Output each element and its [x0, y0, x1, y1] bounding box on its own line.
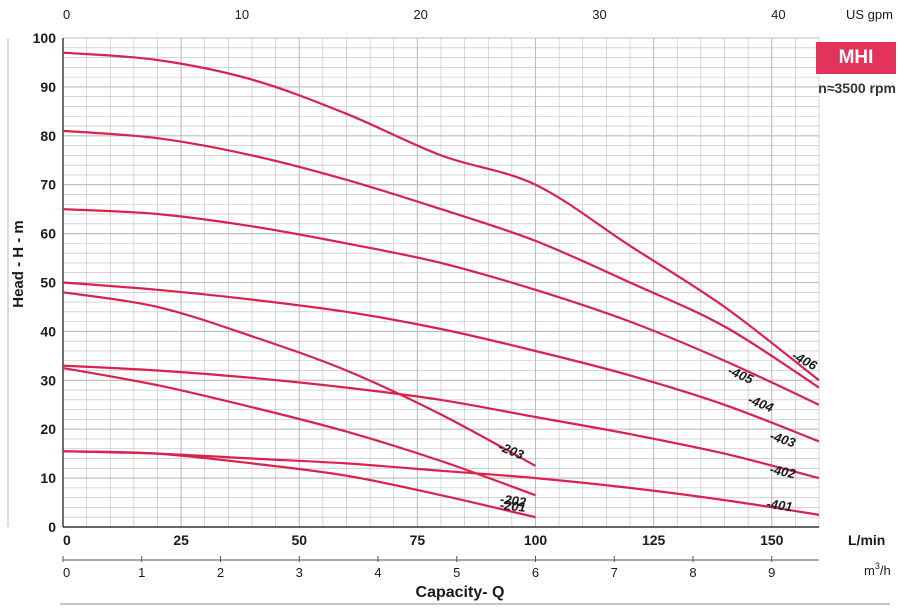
x-axis-unit: L/min	[848, 532, 885, 548]
speed-label: n≈3500 rpm	[818, 80, 896, 96]
curves	[62, 51, 820, 519]
curve-label-401: -401	[766, 496, 794, 514]
top-axis-unit: US gpm	[846, 7, 893, 22]
m3h-tick-label: 0	[63, 565, 70, 580]
m3h-axis-unit: m3/h	[864, 561, 891, 578]
y-tick-label: 50	[40, 275, 56, 291]
x-tick-label: 0	[63, 532, 71, 548]
curve-405	[62, 129, 820, 389]
m3h-tick-label: 1	[138, 565, 145, 580]
y-tick-label: 20	[40, 421, 56, 437]
m3h-tick-label: 7	[611, 565, 618, 580]
x-axis-title: Capacity- Q	[416, 584, 505, 601]
m3h-tick-label: 9	[768, 565, 775, 580]
curve-202	[62, 367, 536, 497]
gpm-tick-label: 20	[413, 7, 427, 22]
gpm-tick-label: 40	[771, 7, 785, 22]
curve-406	[62, 51, 820, 382]
gpm-tick-label: 0	[63, 7, 70, 22]
y-tick-label: 60	[40, 226, 56, 242]
y-axis-title: Head - H - m	[10, 220, 27, 308]
x-tick-label: 125	[642, 532, 666, 548]
curve-label-405: -405	[726, 363, 757, 388]
y-tick-label: 80	[40, 128, 56, 144]
curve-203	[62, 291, 537, 467]
x-tick-label: 25	[173, 532, 189, 548]
gpm-tick-label: 30	[592, 7, 606, 22]
y-tick-label: 10	[40, 470, 56, 486]
m3h-tick-label: 8	[689, 565, 696, 580]
x-tick-label: 50	[291, 532, 307, 548]
y-tick-label: 40	[40, 323, 56, 339]
curve-201	[62, 450, 536, 519]
m3h-tick-label: 5	[453, 565, 460, 580]
model-badge: MHI	[816, 42, 896, 74]
m3h-tick-label: 3	[296, 565, 303, 580]
m3h-tick-label: 2	[217, 565, 224, 580]
y-tick-label: 70	[40, 177, 56, 193]
curve-402	[62, 364, 820, 480]
m3h-tick-label: 6	[532, 565, 539, 580]
curve-label-202: -202	[499, 491, 528, 510]
curve-label-402: -402	[768, 461, 797, 481]
y-tick-label: 100	[33, 30, 57, 46]
curve-403	[62, 281, 820, 443]
y-tick-label: 30	[40, 372, 56, 388]
curve-404	[62, 208, 820, 406]
y-tick-label: 90	[40, 79, 56, 95]
curve-label-201: -201	[499, 497, 526, 515]
x-tick-label: 100	[524, 532, 548, 548]
gpm-tick-label: 10	[235, 7, 249, 22]
major-grid	[62, 37, 819, 528]
x-tick-label: 75	[410, 532, 426, 548]
m3h-tick-label: 4	[374, 565, 381, 580]
minor-grid	[63, 38, 820, 527]
x-tick-label: 150	[760, 532, 784, 548]
y-tick-label: 0	[48, 519, 56, 535]
